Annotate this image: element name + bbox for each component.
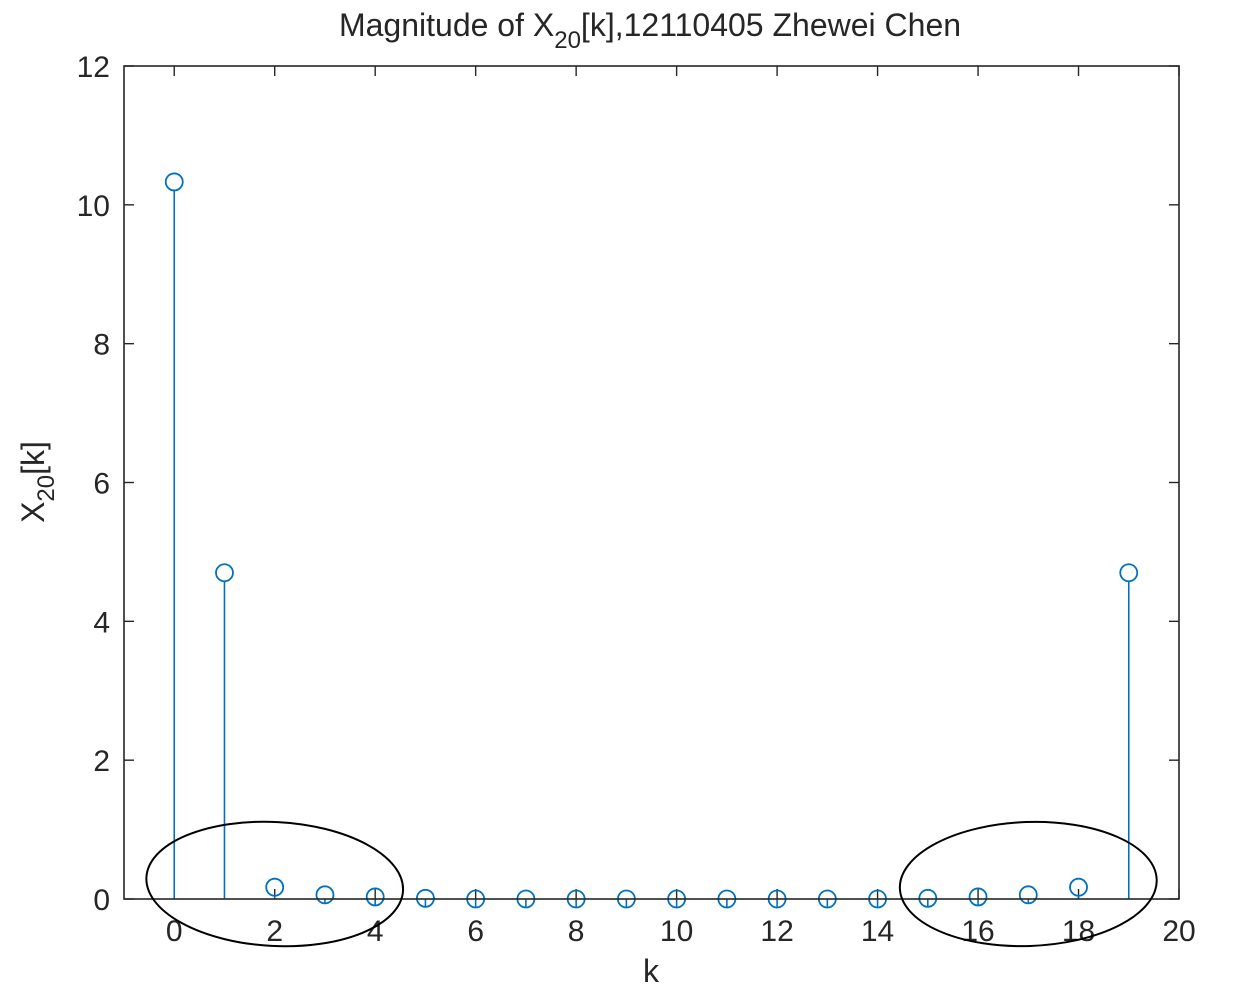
y-axis-label-base: X [15, 502, 51, 523]
stem-marker [1018, 885, 1038, 905]
annotations-layer [145, 820, 1158, 948]
stem-marker [315, 885, 335, 905]
stem-marker [215, 563, 234, 583]
chart-title: Magnitude of X20[k],12110405 Zhewei Chen [339, 7, 961, 54]
x-axis-label: k [643, 953, 660, 989]
x-tick-label: 6 [467, 915, 484, 948]
chart-title-prefix: Magnitude of X [339, 7, 554, 43]
x-tick-label: 12 [760, 915, 793, 948]
y-tick-label: 12 [77, 51, 110, 84]
x-tick-label: 8 [568, 915, 585, 948]
x-tick-label: 4 [367, 915, 384, 948]
y-tick-label: 8 [93, 329, 110, 362]
stem-marker [1069, 877, 1088, 897]
y-axis-label: X20[k] [15, 441, 60, 523]
x-tick-label: 0 [166, 915, 183, 948]
y-axis-label-suffix: [k] [15, 441, 51, 475]
y-tick-label: 4 [93, 606, 110, 639]
annotation-ellipse [145, 820, 405, 948]
chart-title-suffix: [k],12110405 Zhewei Chen [581, 7, 961, 43]
x-tick-label: 2 [266, 915, 283, 948]
stem-marker [265, 877, 285, 897]
y-tick-label: 6 [93, 468, 110, 501]
stem-marker [968, 887, 988, 907]
y-tick-label: 2 [93, 745, 110, 778]
stem-marker [1119, 563, 1139, 583]
axes-box [123, 65, 1180, 900]
x-tick-label: 14 [861, 915, 894, 948]
y-axis-label-subscript: 20 [33, 475, 60, 502]
x-tick-label: 20 [1162, 915, 1195, 948]
y-tick-label: 10 [77, 190, 110, 223]
y-tick-label: 0 [93, 884, 110, 917]
stem-marker [164, 172, 184, 192]
chart-title-subscript: 20 [554, 27, 581, 54]
stems-layer [164, 172, 1139, 909]
stem-marker [365, 887, 385, 907]
x-tick-label: 10 [660, 915, 693, 948]
annotation-ellipse [898, 820, 1158, 948]
